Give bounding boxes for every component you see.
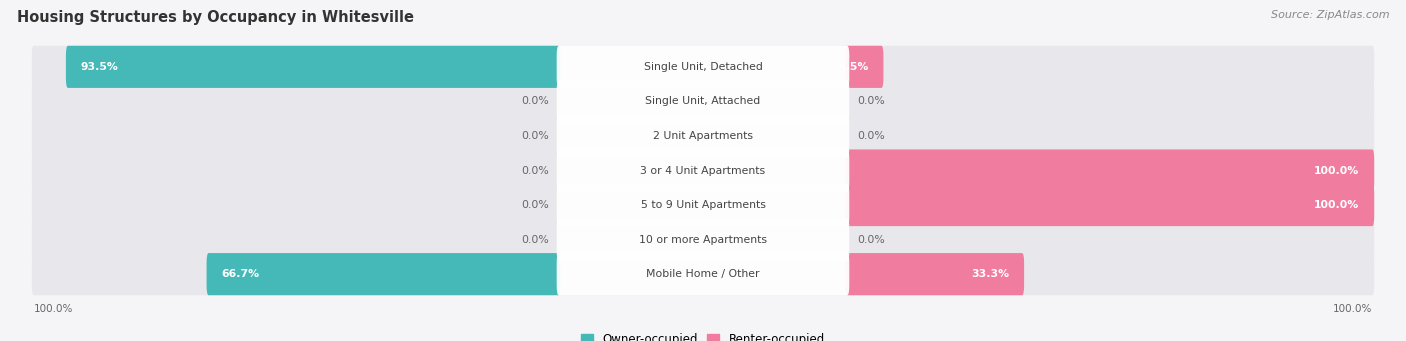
Text: Housing Structures by Occupancy in Whitesville: Housing Structures by Occupancy in White… [17, 10, 413, 25]
FancyBboxPatch shape [32, 115, 1374, 157]
Text: 100.0%: 100.0% [1313, 165, 1360, 176]
Text: 93.5%: 93.5% [82, 62, 120, 72]
Legend: Owner-occupied, Renter-occupied: Owner-occupied, Renter-occupied [576, 329, 830, 341]
Text: 0.0%: 0.0% [522, 235, 548, 244]
FancyBboxPatch shape [557, 46, 849, 88]
Text: 33.3%: 33.3% [972, 269, 1010, 279]
Text: 2 Unit Apartments: 2 Unit Apartments [652, 131, 754, 141]
FancyBboxPatch shape [32, 149, 1374, 192]
Text: 0.0%: 0.0% [522, 165, 548, 176]
Text: Single Unit, Attached: Single Unit, Attached [645, 97, 761, 106]
FancyBboxPatch shape [32, 219, 1374, 261]
FancyBboxPatch shape [32, 253, 1374, 295]
FancyBboxPatch shape [845, 46, 883, 88]
FancyBboxPatch shape [557, 219, 849, 261]
FancyBboxPatch shape [557, 80, 849, 122]
Text: 0.0%: 0.0% [522, 200, 548, 210]
FancyBboxPatch shape [557, 115, 849, 157]
Text: Source: ZipAtlas.com: Source: ZipAtlas.com [1271, 10, 1389, 20]
Text: 100.0%: 100.0% [1313, 200, 1360, 210]
FancyBboxPatch shape [32, 184, 1374, 226]
FancyBboxPatch shape [845, 149, 1374, 192]
Text: 5 to 9 Unit Apartments: 5 to 9 Unit Apartments [641, 200, 765, 210]
FancyBboxPatch shape [66, 46, 561, 88]
Text: 10 or more Apartments: 10 or more Apartments [638, 235, 768, 244]
Text: 0.0%: 0.0% [522, 131, 548, 141]
FancyBboxPatch shape [845, 253, 1024, 295]
FancyBboxPatch shape [557, 184, 849, 226]
Text: 6.5%: 6.5% [838, 62, 869, 72]
Text: Mobile Home / Other: Mobile Home / Other [647, 269, 759, 279]
FancyBboxPatch shape [557, 253, 849, 295]
Text: 0.0%: 0.0% [522, 97, 548, 106]
Text: 100.0%: 100.0% [1333, 303, 1372, 313]
Text: 0.0%: 0.0% [858, 235, 884, 244]
Text: 66.7%: 66.7% [222, 269, 260, 279]
FancyBboxPatch shape [207, 253, 561, 295]
Text: 100.0%: 100.0% [34, 303, 73, 313]
Text: 0.0%: 0.0% [858, 131, 884, 141]
Text: 0.0%: 0.0% [858, 97, 884, 106]
FancyBboxPatch shape [32, 80, 1374, 122]
Text: Single Unit, Detached: Single Unit, Detached [644, 62, 762, 72]
FancyBboxPatch shape [32, 46, 1374, 88]
FancyBboxPatch shape [845, 184, 1374, 226]
Text: 3 or 4 Unit Apartments: 3 or 4 Unit Apartments [641, 165, 765, 176]
FancyBboxPatch shape [557, 149, 849, 192]
